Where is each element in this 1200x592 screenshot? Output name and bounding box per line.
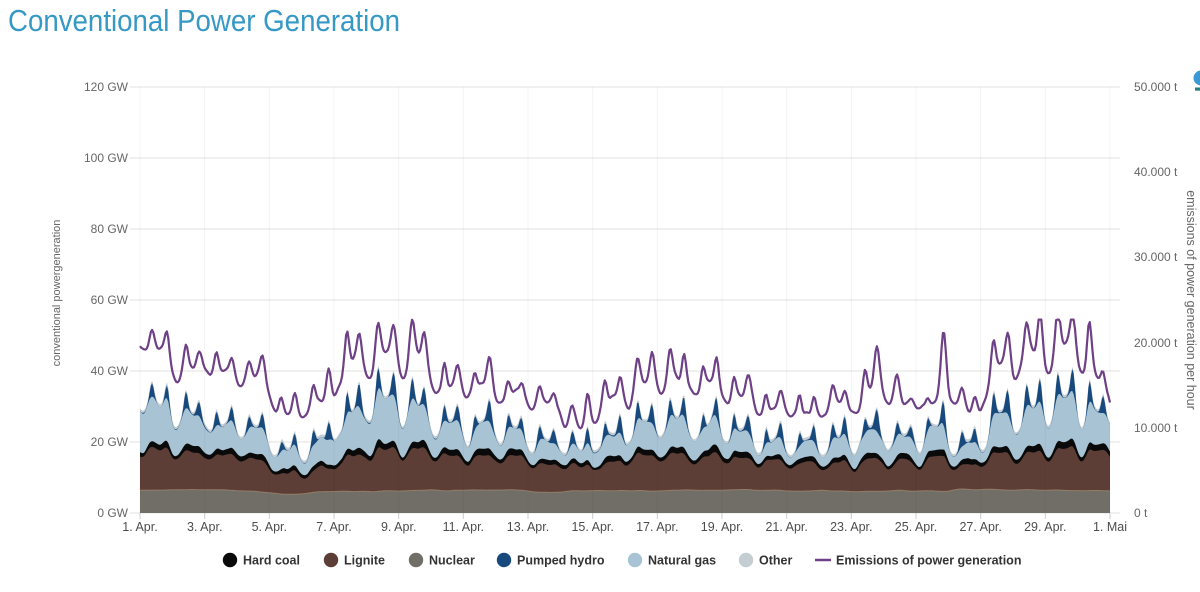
svg-text:Pumped hydro: Pumped hydro [517, 554, 605, 568]
svg-text:20.000 t: 20.000 t [1134, 336, 1178, 350]
svg-text:80 GW: 80 GW [91, 222, 129, 236]
svg-text:11. Apr.: 11. Apr. [443, 520, 484, 534]
svg-text:100 GW: 100 GW [84, 151, 129, 165]
svg-text:40 GW: 40 GW [91, 364, 129, 378]
svg-text:21. Apr.: 21. Apr. [765, 520, 807, 534]
svg-text:27. Apr.: 27. Apr. [959, 520, 1001, 534]
svg-text:40.000 t: 40.000 t [1134, 165, 1178, 179]
svg-text:120 GW: 120 GW [84, 80, 129, 94]
svg-text:7. Apr.: 7. Apr. [316, 520, 351, 534]
svg-text:Nuclear: Nuclear [429, 554, 475, 568]
svg-text:20 GW: 20 GW [91, 435, 129, 449]
svg-text:9. Apr.: 9. Apr. [381, 520, 416, 534]
svg-text:25. Apr.: 25. Apr. [895, 520, 937, 534]
svg-text:13. Apr.: 13. Apr. [507, 520, 549, 534]
svg-text:50.000 t: 50.000 t [1134, 80, 1178, 94]
svg-text:1. Mai: 1. Mai [1093, 520, 1127, 534]
svg-text:23. Apr.: 23. Apr. [830, 520, 872, 534]
svg-text:Other: Other [759, 554, 792, 568]
svg-text:1. Apr.: 1. Apr. [122, 520, 157, 534]
svg-text:15. Apr.: 15. Apr. [571, 520, 613, 534]
svg-text:0 t: 0 t [1134, 506, 1148, 520]
svg-text:17. Apr.: 17. Apr. [636, 520, 678, 534]
svg-text:5. Apr.: 5. Apr. [252, 520, 287, 534]
svg-text:19. Apr.: 19. Apr. [701, 520, 743, 534]
svg-text:60 GW: 60 GW [91, 293, 129, 307]
svg-text:Natural gas: Natural gas [648, 554, 716, 568]
svg-text:0 GW: 0 GW [97, 506, 128, 520]
svg-text:29. Apr.: 29. Apr. [1024, 520, 1066, 534]
svg-text:Lignite: Lignite [344, 554, 385, 568]
svg-text:Conventional Power Generation: Conventional Power Generation [8, 3, 400, 38]
svg-text:Emissions of power generation: Emissions of power generation [836, 554, 1021, 568]
svg-text:30.000 t: 30.000 t [1134, 250, 1178, 264]
svg-text:3. Apr.: 3. Apr. [187, 520, 222, 534]
svg-text:10.000 t: 10.000 t [1134, 421, 1178, 435]
svg-text:Hard coal: Hard coal [243, 554, 300, 568]
svg-text:emissions of power generation: emissions of power generation per hour [1184, 190, 1198, 410]
svg-text:conventional powergeneration: conventional powergeneration [51, 220, 63, 367]
